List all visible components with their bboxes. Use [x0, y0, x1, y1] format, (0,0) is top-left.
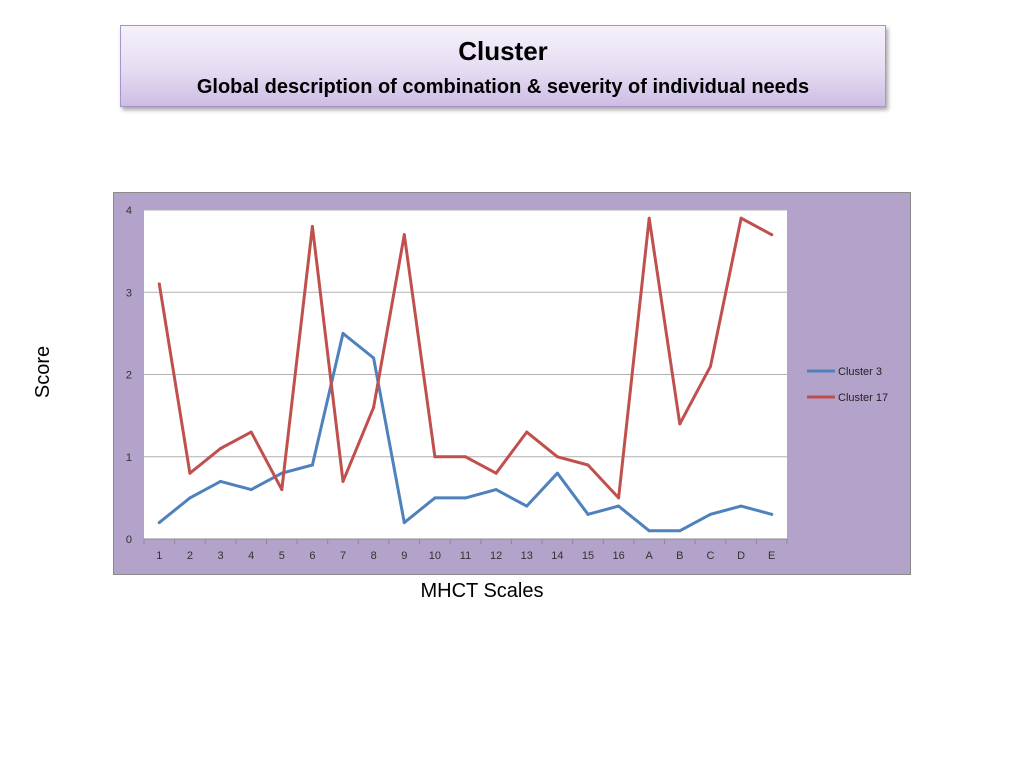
- x-tick-label: 14: [551, 550, 563, 562]
- data-point: [249, 488, 253, 492]
- y-tick-label: 1: [126, 452, 132, 464]
- x-tick-label: 13: [521, 550, 533, 562]
- data-point: [708, 364, 712, 368]
- data-point: [341, 331, 345, 335]
- legend-label: Cluster 17: [838, 392, 888, 404]
- data-point: [555, 471, 559, 475]
- slide-subtitle: Global description of combination & seve…: [196, 76, 810, 98]
- x-tick-label: 9: [401, 550, 407, 562]
- x-tick-label: B: [676, 550, 683, 562]
- x-tick-label: 8: [371, 550, 377, 562]
- data-point: [525, 430, 529, 434]
- data-point: [402, 521, 406, 525]
- data-point: [464, 455, 467, 459]
- data-point: [678, 422, 682, 426]
- x-tick-label: D: [737, 550, 745, 562]
- x-tick-label: 7: [340, 550, 346, 562]
- data-point: [586, 512, 590, 516]
- data-point: [188, 496, 192, 500]
- data-point: [647, 529, 651, 533]
- y-tick-label: 3: [126, 287, 132, 299]
- x-tick-label: 1: [156, 550, 162, 562]
- x-tick-label: 3: [217, 550, 223, 562]
- data-point: [617, 504, 621, 508]
- legend-label: Cluster 3: [838, 366, 882, 378]
- y-tick-label: 4: [126, 205, 132, 217]
- data-point: [310, 224, 314, 228]
- x-tick-label: 11: [460, 550, 471, 562]
- chart-area: 0 1 2 3 4 1 2 3 4 5 6 7 8 9 10 11 12 13 14 15 16 A B C D E Cluster…: [113, 192, 911, 575]
- data-point: [188, 471, 192, 475]
- title-box: Cluster Global description of combinatio…: [120, 25, 886, 107]
- x-tick-label: 10: [429, 550, 441, 562]
- data-point: [770, 512, 774, 516]
- x-tick-label: 5: [279, 550, 285, 562]
- data-point: [433, 455, 437, 459]
- data-point: [586, 463, 590, 467]
- x-tick-label: E: [768, 550, 775, 562]
- data-point: [708, 512, 712, 516]
- x-tick-label: A: [646, 550, 654, 562]
- x-tick-label: C: [706, 550, 714, 562]
- x-tick-label: 2: [187, 550, 193, 562]
- data-point: [219, 447, 223, 451]
- data-point: [310, 463, 314, 467]
- x-tick-label: 4: [248, 550, 254, 562]
- data-point: [372, 356, 376, 360]
- data-point: [219, 479, 223, 483]
- data-point: [494, 488, 498, 492]
- data-point: [157, 282, 161, 286]
- data-point: [280, 488, 284, 492]
- data-point: [341, 479, 345, 483]
- data-point: [372, 405, 376, 409]
- y-axis-title: Score: [32, 345, 54, 399]
- data-point: [402, 233, 406, 237]
- data-point: [555, 455, 559, 459]
- data-point: [157, 521, 161, 525]
- data-point: [739, 216, 743, 220]
- data-point: [647, 216, 651, 220]
- slide-title: Cluster: [458, 36, 548, 66]
- data-point: [739, 504, 743, 508]
- x-tick-label: 15: [582, 550, 594, 562]
- data-point: [678, 529, 682, 533]
- data-point: [770, 233, 774, 237]
- data-point: [249, 430, 253, 434]
- y-tick-label: 0: [126, 534, 132, 546]
- x-tick-label: 12: [490, 550, 502, 562]
- data-point: [433, 496, 437, 500]
- data-point: [525, 504, 529, 508]
- x-tick-label: 6: [309, 550, 315, 562]
- data-point: [617, 496, 621, 500]
- data-point: [464, 496, 467, 500]
- y-tick-label: 2: [126, 370, 132, 382]
- x-axis-title: MHCT Scales: [420, 580, 544, 602]
- data-point: [494, 471, 498, 475]
- x-tick-label: 16: [612, 550, 624, 562]
